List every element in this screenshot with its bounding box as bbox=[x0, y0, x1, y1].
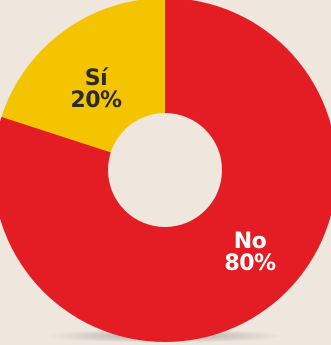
slice-label-si: Sí 20% bbox=[70, 66, 122, 113]
slice-category-label: Sí bbox=[85, 66, 109, 91]
pie-slice-si bbox=[1, 0, 165, 170]
slice-value-label: 20% bbox=[70, 88, 122, 113]
slice-category-label: No bbox=[234, 229, 267, 254]
slice-label-no: No 80% bbox=[224, 229, 276, 276]
donut-hole bbox=[108, 113, 222, 227]
slice-value-label: 80% bbox=[224, 251, 276, 276]
